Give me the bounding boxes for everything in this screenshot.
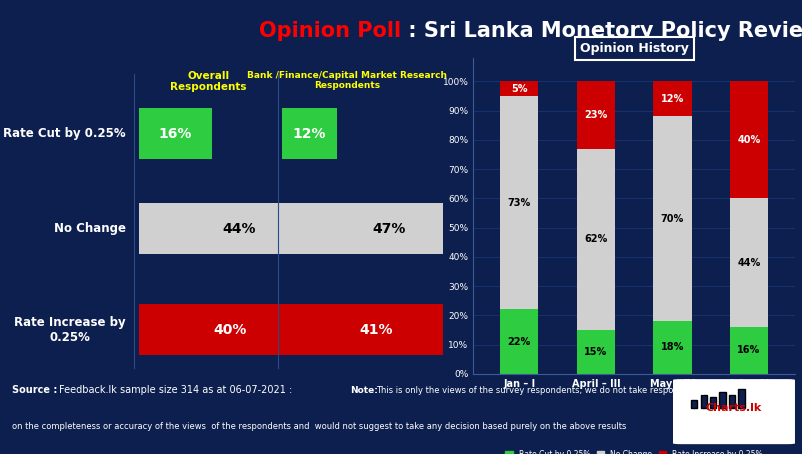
Text: 12%: 12%	[293, 127, 326, 141]
Legend: Rate Cut by 0.25%, No Change, Rate Increase by 0.25%: Rate Cut by 0.25%, No Change, Rate Incre…	[502, 447, 765, 454]
Text: 5%: 5%	[510, 84, 527, 94]
Text: Bank /Finance/Capital Market Research
Respondents: Bank /Finance/Capital Market Research Re…	[247, 70, 447, 90]
Text: Opinion Poll: Opinion Poll	[259, 21, 401, 41]
Text: 15%: 15%	[584, 347, 607, 357]
FancyBboxPatch shape	[139, 109, 212, 159]
Text: Note:: Note:	[350, 386, 378, 395]
Text: 40%: 40%	[736, 135, 759, 145]
FancyBboxPatch shape	[719, 392, 725, 408]
Bar	[500, 81, 538, 96]
Bar	[729, 81, 768, 198]
Bar	[653, 116, 691, 321]
Text: 73%: 73%	[507, 197, 530, 208]
Text: 44%: 44%	[222, 222, 256, 236]
FancyBboxPatch shape	[282, 203, 496, 254]
Text: 41%: 41%	[358, 323, 392, 336]
Text: 16%: 16%	[736, 345, 759, 355]
Text: Source :: Source :	[12, 385, 57, 395]
Bar	[576, 148, 614, 330]
Bar	[576, 81, 614, 148]
Text: 47%: 47%	[372, 222, 406, 236]
FancyBboxPatch shape	[672, 379, 794, 444]
Text: Overall
Respondents: Overall Respondents	[170, 70, 246, 92]
FancyBboxPatch shape	[709, 397, 715, 408]
FancyBboxPatch shape	[139, 304, 321, 355]
Text: 62%: 62%	[584, 234, 607, 244]
Text: Rate Cut by 0.25%: Rate Cut by 0.25%	[3, 127, 125, 140]
Text: 23%: 23%	[584, 110, 607, 120]
Bar	[653, 81, 691, 116]
Text: 40%: 40%	[213, 323, 246, 336]
Bar	[729, 327, 768, 374]
Text: 12%: 12%	[660, 94, 683, 104]
FancyBboxPatch shape	[699, 395, 706, 408]
FancyBboxPatch shape	[737, 390, 743, 408]
Text: 22%: 22%	[507, 337, 530, 347]
Bar	[500, 96, 538, 310]
Text: 18%: 18%	[660, 342, 683, 352]
Text: Feedback.lk sample size 314 as at 06-07-2021 :: Feedback.lk sample size 314 as at 06-07-…	[59, 385, 295, 395]
Text: Rate Increase by
0.25%: Rate Increase by 0.25%	[14, 316, 125, 344]
FancyBboxPatch shape	[282, 109, 337, 159]
Text: Charts.lk: Charts.lk	[705, 403, 761, 413]
Bar	[500, 310, 538, 374]
Text: : Sri Lanka Monetory Policy Review V 2021: : Sri Lanka Monetory Policy Review V 202…	[401, 21, 802, 41]
Text: No Change: No Change	[54, 222, 125, 235]
FancyBboxPatch shape	[282, 304, 469, 355]
Bar	[576, 330, 614, 374]
Bar	[653, 321, 691, 374]
FancyBboxPatch shape	[691, 400, 696, 408]
FancyBboxPatch shape	[139, 203, 339, 254]
Bar	[729, 198, 768, 327]
Text: 16%: 16%	[158, 127, 192, 141]
Text: 70%: 70%	[660, 214, 683, 224]
Text: 44%: 44%	[736, 258, 759, 268]
Title: Opinion History: Opinion History	[579, 42, 688, 55]
FancyBboxPatch shape	[728, 395, 735, 408]
Text: on the completeness or accuracy of the views  of the respondents and  would not : on the completeness or accuracy of the v…	[12, 422, 626, 431]
Text: This is only the views of the survey respondents, we do not take responsibility: This is only the views of the survey res…	[376, 386, 706, 395]
